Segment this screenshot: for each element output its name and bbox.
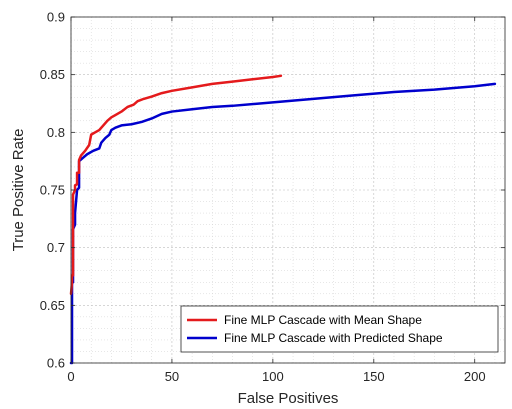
x-tick-label: 100 bbox=[262, 369, 284, 384]
y-axis: 0.6 0.65 0.7 0.75 0.8 0.85 0.9 bbox=[40, 10, 505, 371]
y-tick-label: 0.8 bbox=[47, 125, 65, 140]
y-tick-label: 0.65 bbox=[40, 298, 65, 313]
y-tick-label: 0.7 bbox=[47, 240, 65, 255]
plot-area bbox=[69, 16, 506, 365]
x-axis-label: False Positives bbox=[238, 390, 339, 407]
y-tick-label: 0.85 bbox=[40, 67, 65, 82]
y-tick-label: 0.9 bbox=[47, 10, 65, 25]
series-line-mean-shape bbox=[69, 74, 283, 296]
legend: Fine MLP Cascade with Mean Shape Fine ML… bbox=[180, 305, 499, 353]
y-axis-label: True Positive Rate bbox=[10, 129, 27, 252]
y-tick-label: 0.75 bbox=[40, 183, 65, 198]
legend-label-mean-shape: Fine MLP Cascade with Mean Shape bbox=[224, 313, 422, 327]
legend-label-predicted-shape: Fine MLP Cascade with Predicted Shape bbox=[224, 331, 443, 345]
x-tick-label: 50 bbox=[165, 369, 179, 384]
x-tick-label: 0 bbox=[67, 369, 74, 384]
y-tick-label: 0.6 bbox=[47, 356, 65, 371]
series-line-predicted-shape bbox=[69, 82, 497, 365]
x-axis: 0 50 100 150 200 bbox=[67, 17, 486, 384]
series-layer bbox=[69, 74, 497, 365]
x-tick-label: 150 bbox=[363, 369, 385, 384]
legend-entry-mean-shape: Fine MLP Cascade with Mean Shape bbox=[187, 313, 422, 327]
legend-box bbox=[180, 305, 499, 353]
legend-entry-predicted-shape: Fine MLP Cascade with Predicted Shape bbox=[187, 331, 443, 345]
x-tick-label: 200 bbox=[464, 369, 486, 384]
